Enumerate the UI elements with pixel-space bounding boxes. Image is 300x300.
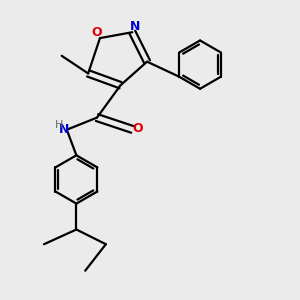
Text: H: H: [55, 120, 63, 130]
Text: N: N: [130, 20, 140, 33]
Text: O: O: [92, 26, 102, 39]
Text: O: O: [132, 122, 143, 135]
Text: N: N: [59, 123, 69, 136]
